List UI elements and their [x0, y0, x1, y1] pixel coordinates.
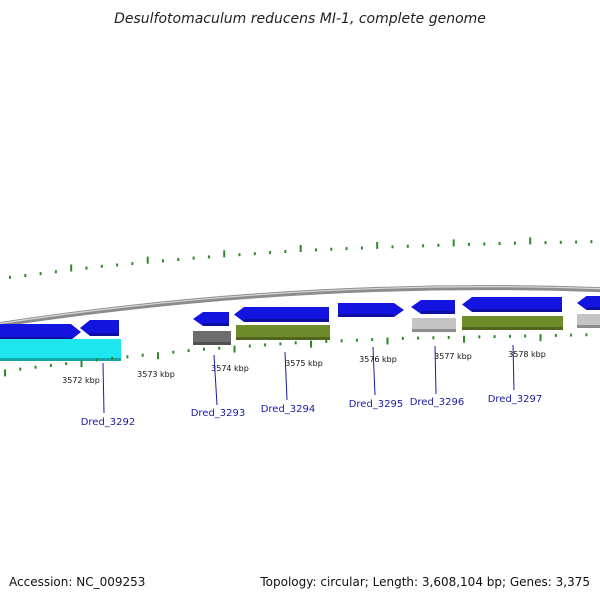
feature-lightgrey-dred-3296[interactable] — [412, 318, 456, 332]
cds-arrow-dred-3297-shade — [472, 309, 562, 312]
outer-gc-ticks — [9, 237, 593, 279]
accession-text: Accession: NC_009253 — [9, 575, 145, 589]
callout-line-dred-3296 — [434, 345, 437, 395]
feature-grey-dred-3293[interactable] — [193, 331, 231, 345]
cds-arrow-dred-3296-shade — [421, 311, 455, 314]
feature-olive-dred-3294[interactable] — [236, 325, 330, 340]
genome-backbone — [0, 285, 600, 328]
cds-arrow-dred-3293[interactable] — [193, 312, 229, 326]
cds-arrow-dred-3292[interactable] — [80, 320, 119, 336]
inner-gc-ticks — [4, 333, 588, 377]
genome-backbone-highlight — [0, 286, 600, 325]
cds-arrow-1[interactable] — [0, 324, 81, 340]
feature-olive-dred-3297-shade — [462, 327, 563, 330]
cds-arrow-dred-3292-shade — [90, 333, 119, 336]
gene-label-dred-3297[interactable]: Dred_3297 — [488, 394, 543, 405]
position-label-3574: 3574 kbp — [211, 364, 249, 373]
position-label-3577: 3577 kbp — [434, 352, 472, 361]
gene-label-dred-3292[interactable]: Dred_3292 — [81, 417, 136, 428]
cds-arrow-dred-3294[interactable] — [234, 307, 329, 322]
position-labels: 3572 kbp 3573 kbp 3574 kbp 3575 kbp 3576… — [62, 350, 546, 385]
gene-callouts — [102, 344, 515, 414]
feature-lightgrey-dred-3296-shade — [412, 329, 456, 332]
position-label-3573: 3573 kbp — [137, 370, 175, 379]
gene-label-dred-3295[interactable]: Dred_3295 — [349, 399, 404, 410]
cds-arrow-dred-3295[interactable] — [338, 303, 404, 317]
cds-arrow-edge[interactable] — [577, 296, 600, 310]
cds-arrow-dred-3293-shade — [203, 323, 229, 326]
feature-track — [0, 296, 600, 361]
callout-line-dred-3292 — [102, 362, 105, 414]
gene-labels: Dred_3292 Dred_3293 Dred_3294 Dred_3295 … — [81, 394, 543, 428]
position-label-3578: 3578 kbp — [508, 350, 546, 359]
gene-label-dred-3294[interactable]: Dred_3294 — [261, 404, 316, 415]
callout-line-dred-3293 — [213, 354, 218, 406]
cds-arrow-edge-shade — [586, 307, 600, 310]
position-label-3576: 3576 kbp — [359, 355, 397, 364]
feature-grey-dred-3293-shade — [193, 342, 231, 345]
callout-line-dred-3294 — [284, 351, 288, 401]
callout-line-dred-3297 — [512, 344, 515, 391]
gene-label-dred-3296[interactable]: Dred_3296 — [410, 397, 465, 408]
feature-olive-dred-3294-shade — [236, 337, 330, 340]
callout-line-dred-3295 — [372, 346, 376, 396]
genome-summary-text: Topology: circular; Length: 3,608,104 bp… — [259, 575, 590, 589]
position-label-3575: 3575 kbp — [285, 359, 323, 368]
cds-arrow-dred-3297[interactable] — [462, 297, 562, 312]
cds-arrow-dred-3295-shade — [338, 314, 394, 317]
feature-lightgrey-edge[interactable] — [577, 314, 600, 328]
feature-olive-dred-3297[interactable] — [462, 316, 563, 330]
position-label-3572: 3572 kbp — [62, 376, 100, 385]
cds-arrow-dred-3294-shade — [244, 319, 329, 322]
feature-cyan-dred-3292[interactable] — [0, 339, 121, 361]
feature-lightgrey-edge-shade — [577, 325, 600, 328]
feature-cyan-dred-3292-shade — [0, 358, 121, 361]
gene-label-dred-3293[interactable]: Dred_3293 — [191, 408, 246, 419]
cds-arrow-dred-3296[interactable] — [411, 300, 455, 314]
map-title: Desulfotomaculum reducens MI-1, complete… — [114, 11, 486, 27]
